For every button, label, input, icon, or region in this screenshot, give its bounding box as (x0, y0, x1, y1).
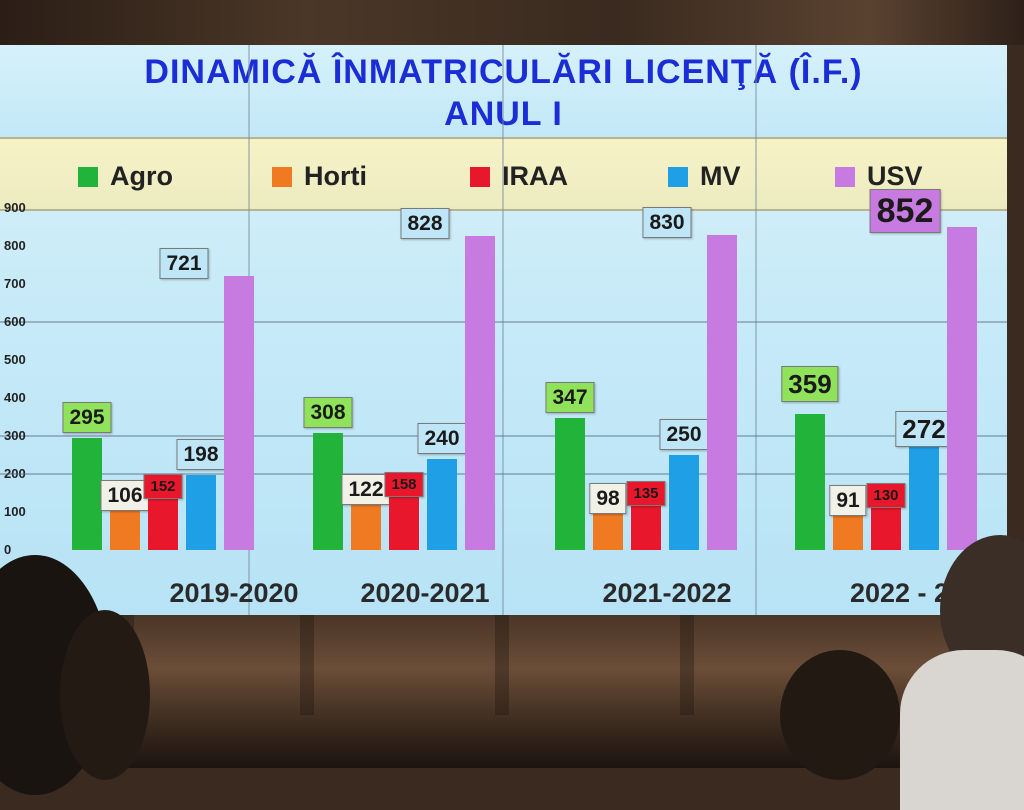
y-tick-label: 100 (4, 504, 26, 520)
gridline (0, 435, 1007, 438)
y-tick-label: 900 (4, 200, 26, 216)
data-label-agro-3: 347 (545, 382, 595, 414)
data-label-mv-2: 240 (417, 422, 467, 454)
data-label-iraa-4: 130 (866, 482, 906, 508)
bar-horti-1 (110, 509, 140, 550)
legend-item-usv: USV (835, 161, 923, 192)
bar-mv-1 (186, 474, 216, 550)
data-label-usv-3: 830 (642, 207, 692, 238)
legend-swatch (78, 166, 98, 187)
bar-iraa-3 (631, 498, 661, 550)
gridline (0, 473, 1007, 476)
data-label-iraa-3: 135 (626, 480, 666, 506)
bar-horti-4 (833, 515, 863, 550)
title-band: DINAMICĂ ÎNMATRICULĂRI LICENŢĂ (Î.F.) AN… (0, 45, 1007, 137)
projection-screen: DINAMICĂ ÎNMATRICULĂRI LICENŢĂ (Î.F.) AN… (0, 45, 1007, 615)
data-label-horti-2: 122 (341, 473, 391, 505)
chart-title: DINAMICĂ ÎNMATRICULĂRI LICENŢĂ (Î.F.) (144, 53, 863, 91)
y-tick-label: 700 (4, 276, 26, 292)
bar-horti-3 (593, 512, 623, 550)
bar-usv-1 (224, 276, 254, 550)
y-tick-label: 800 (4, 238, 26, 254)
data-label-iraa-2: 158 (384, 472, 424, 498)
bar-agro-3 (555, 418, 585, 550)
y-tick-label: 500 (4, 352, 26, 368)
chart-legend: Agro Horti IRAA MV USV (0, 137, 1007, 211)
bar-horti-2 (351, 503, 381, 550)
legend-label: MV (700, 161, 741, 191)
bar-agro-4 (795, 413, 825, 550)
legend-swatch (668, 166, 688, 187)
chart-subtitle: ANUL I (444, 95, 563, 133)
data-label-iraa-1: 152 (143, 474, 183, 500)
audience-head (60, 610, 150, 780)
curtain-fold (300, 615, 314, 715)
y-tick-label: 600 (4, 314, 26, 330)
audience-head (780, 650, 900, 780)
bar-mv-2 (427, 458, 457, 550)
data-label-agro-1: 295 (62, 402, 112, 434)
data-label-mv-3: 250 (659, 419, 709, 451)
legend-swatch (272, 166, 292, 187)
y-tick-label: 200 (4, 466, 26, 482)
data-label-horti-4: 91 (829, 485, 867, 517)
audience-shoulder (900, 650, 1024, 810)
y-tick-label: 0 (4, 542, 12, 557)
legend-label: Agro (110, 161, 173, 191)
category-label-1: 2019-2020 (169, 578, 299, 608)
data-label-horti-3: 98 (589, 482, 627, 514)
bar-iraa-4 (871, 500, 901, 550)
data-label-mv-4: 272 (895, 410, 953, 447)
category-label-2: 2020-2021 (360, 578, 490, 608)
curtain-fold (495, 615, 509, 715)
bar-mv-4 (909, 446, 939, 550)
legend-swatch (470, 166, 490, 187)
data-label-mv-1: 198 (176, 438, 226, 470)
category-label-3: 2021-2022 (602, 578, 732, 608)
legend-item-agro: Agro (78, 161, 173, 192)
gridline (0, 321, 1007, 324)
data-label-agro-4: 359 (781, 365, 839, 402)
legend-label: IRAA (502, 161, 568, 191)
legend-item-iraa: IRAA (470, 161, 568, 192)
data-label-usv-2: 828 (400, 207, 450, 239)
bar-usv-4 (947, 226, 977, 550)
data-label-usv-1: 721 (159, 248, 209, 280)
room-wall-top (0, 0, 1024, 45)
bar-usv-2 (465, 235, 495, 550)
tile-seam (502, 45, 504, 615)
bar-iraa-2 (389, 490, 419, 550)
legend-item-mv: MV (668, 161, 741, 192)
bar-iraa-1 (148, 492, 178, 550)
legend-swatch (835, 166, 855, 187)
data-label-horti-1: 106 (100, 479, 150, 511)
bar-usv-3 (707, 235, 737, 550)
legend-label: Horti (304, 161, 367, 191)
curtain-fold (680, 615, 694, 715)
bar-agro-1 (72, 438, 102, 550)
y-tick-label: 400 (4, 390, 26, 406)
tile-seam (755, 45, 757, 615)
bar-agro-2 (313, 433, 343, 550)
legend-label: USV (867, 161, 923, 191)
data-label-usv-4: 852 (869, 188, 941, 233)
legend-item-horti: Horti (272, 161, 367, 192)
bar-mv-3 (669, 455, 699, 550)
y-tick-label: 300 (4, 428, 26, 444)
data-label-agro-2: 308 (303, 397, 353, 429)
